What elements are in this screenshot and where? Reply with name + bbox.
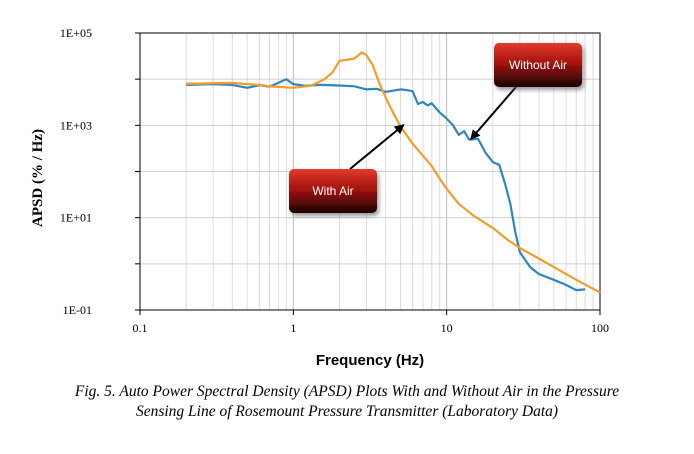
- y-tick-label: 1E-01: [63, 303, 92, 317]
- x-tick-label: 100: [591, 321, 609, 335]
- y-tick-label: 1E+03: [60, 118, 92, 132]
- x-tick-label: 1: [290, 321, 296, 335]
- annotation-box-with-air: [289, 169, 377, 213]
- series-lines: [186, 51, 601, 294]
- figure-caption-line-2: Sensing Line of Rosemount Pressure Trans…: [135, 403, 559, 420]
- annotation-arrow-without-air: [470, 86, 517, 140]
- annotations: With Air Without Air: [289, 43, 582, 213]
- y-tick-label: 1E+01: [60, 211, 92, 225]
- x-tick-label: 0.1: [133, 321, 148, 335]
- series-line-without-air: [186, 78, 586, 292]
- y-axis-title: APSD (% / Hz): [30, 129, 46, 227]
- annotation-arrow-with-air: [349, 124, 405, 170]
- annotation-box-without-air: [494, 43, 582, 87]
- y-tick-label: 1E+05: [60, 26, 92, 40]
- annotation-label-with-air: With Air: [312, 184, 353, 198]
- series-line-with-air: [186, 51, 601, 294]
- annotation-label-without-air: Without Air: [509, 58, 567, 72]
- x-tick-label: 10: [441, 321, 453, 335]
- axis-ticks: 0.1 1 10 100 1E+05 1E+03 1E+01 1E-01: [60, 26, 609, 335]
- figure-caption-line-1: Fig. 5. Auto Power Spectral Density (APS…: [74, 383, 620, 400]
- x-axis-title: Frequency (Hz): [316, 352, 424, 369]
